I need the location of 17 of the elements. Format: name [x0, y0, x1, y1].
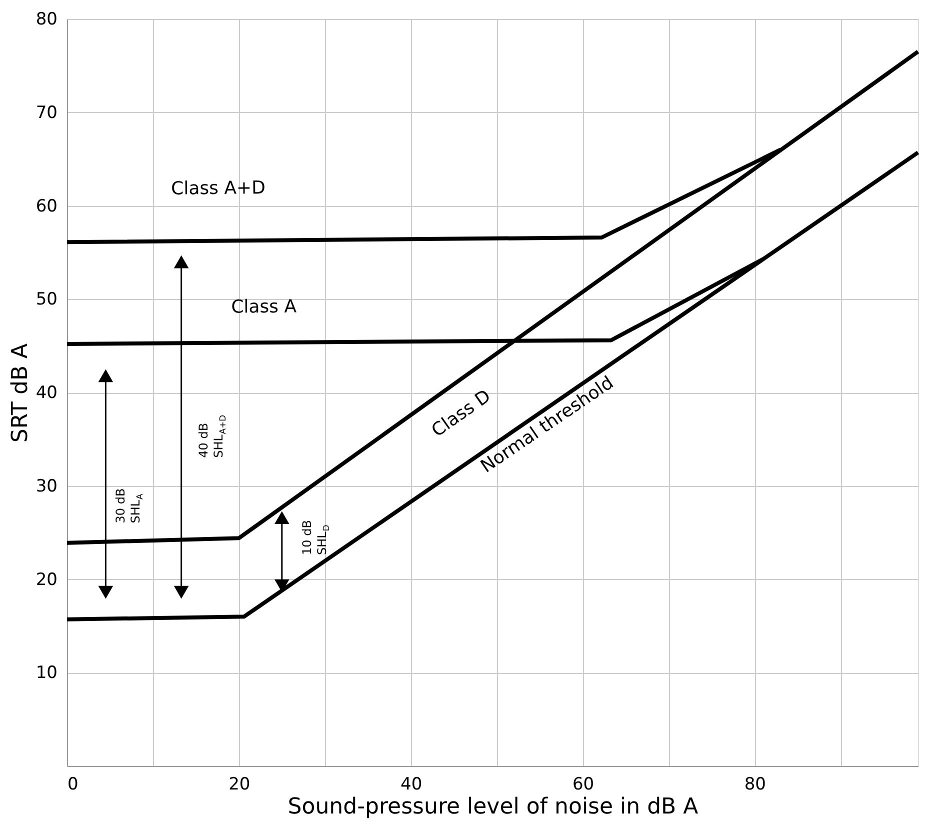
y-tick-label: 70	[36, 102, 58, 123]
y-tick-label: 30	[36, 476, 58, 496]
y-tick-label: 10	[36, 663, 58, 684]
x-tick-label: 0	[68, 774, 78, 794]
y-tick-label: 40	[36, 383, 58, 403]
y-tick-label: 60	[36, 196, 58, 216]
x-tick-label: 80	[744, 774, 766, 794]
y-tick-label: 50	[36, 290, 58, 310]
x-tick-label: 20	[228, 774, 250, 794]
y-tick-label: 80	[36, 10, 58, 30]
y-tick-label: 20	[36, 570, 58, 590]
annotation: Class A	[231, 296, 298, 318]
annotation: Class A+D	[171, 178, 266, 200]
x-axis-title: Sound-pressure level of noise in dB A	[288, 794, 698, 820]
y-axis-title: SRT dB A	[8, 343, 33, 443]
x-tick-label: 40	[400, 774, 422, 794]
x-tick-label: 60	[572, 774, 594, 794]
